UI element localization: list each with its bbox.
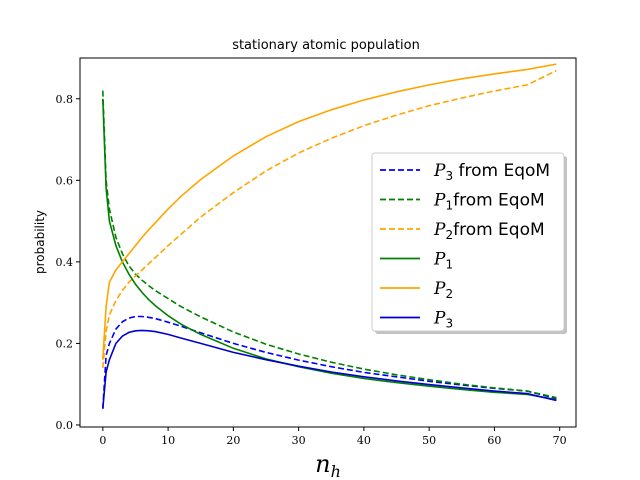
legend-entry-suffix: from EqoM <box>453 191 545 211</box>
x-tick-label: 70 <box>553 434 567 447</box>
x-tick-label: 60 <box>487 434 501 447</box>
x-tick-label: 0 <box>99 434 106 447</box>
legend-entry-symbol: P <box>433 161 446 181</box>
legend-entry-4: P1 <box>433 250 453 272</box>
legend-box <box>371 152 565 332</box>
y-tick-label: 0.0 <box>56 419 74 432</box>
y-tick-label: 0.8 <box>56 93 74 106</box>
series-line-4 <box>102 98 557 401</box>
x-axis-label-sub: h <box>331 462 341 480</box>
legend-entry-5: P2 <box>433 279 453 301</box>
y-tick-label: 0.6 <box>56 174 74 187</box>
legend-entry-symbol: P <box>433 309 446 329</box>
series-line-6 <box>102 329 557 409</box>
x-axis-label-main: n <box>315 450 330 478</box>
legend-entry-subscript: 1 <box>445 258 453 272</box>
series-line-2 <box>102 90 557 399</box>
legend-entry-3: P2from EqoM <box>433 220 545 242</box>
legend-entry-symbol: P <box>433 250 446 270</box>
x-axis: 0 10 20 30 40 50 60 70 <box>99 427 567 447</box>
y-axis: 0.0 0.2 0.4 0.6 0.8 <box>56 93 80 432</box>
x-tick-label: 40 <box>357 434 371 447</box>
legend-entry-2: P1from EqoM <box>433 191 545 213</box>
legend-entry-1: P3 from EqoM <box>433 161 550 183</box>
legend-entry-suffix: from EqoM <box>453 161 550 181</box>
series-line-5 <box>102 63 557 360</box>
y-tick-label: 0.4 <box>56 256 74 269</box>
x-tick-label: 50 <box>422 434 436 447</box>
y-axis-label: probability <box>33 210 47 274</box>
plot-area <box>102 63 557 409</box>
legend-entry-suffix: from EqoM <box>453 220 545 240</box>
legend-entry-symbol: P <box>433 191 446 211</box>
plot-frame <box>79 57 577 428</box>
x-tick-label: 10 <box>161 434 175 447</box>
x-tick-label: 20 <box>226 434 240 447</box>
legend-entry-6: P3 <box>433 309 453 331</box>
legend-entry-subscript: 1 <box>445 199 453 213</box>
legend-entry-subscript: 2 <box>445 228 453 242</box>
y-tick-label: 0.2 <box>56 337 74 350</box>
legend-entry-subscript: 3 <box>445 317 453 331</box>
x-tick-label: 30 <box>292 434 306 447</box>
series-line-3 <box>102 69 557 368</box>
legend-entry-subscript: 3 <box>445 169 453 183</box>
x-axis-label: nh <box>315 450 341 480</box>
legend-entry-subscript: 2 <box>445 287 453 301</box>
legend-entry-symbol: P <box>433 220 446 240</box>
legend-entry-symbol: P <box>433 279 446 299</box>
chart-title: stationary atomic population <box>232 38 420 53</box>
